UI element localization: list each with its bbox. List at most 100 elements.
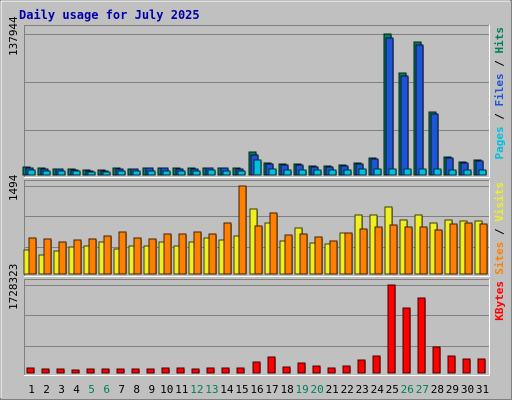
series-pages <box>27 159 487 176</box>
x-tick-label-11: 11 <box>175 383 188 396</box>
x-tick-label-20: 20 <box>310 383 323 396</box>
bar-kbytes-day-2 <box>41 368 50 374</box>
panel-3-legend: KBytes <box>493 281 506 321</box>
bar-pages-day-29 <box>448 169 457 176</box>
bar-pages-day-4 <box>72 170 81 176</box>
bar-sites-day-28 <box>434 229 443 275</box>
x-tick-label-7: 7 <box>118 383 125 396</box>
bar-sites-day-26 <box>404 226 413 275</box>
bar-sites-day-11 <box>178 233 187 275</box>
bar-files-day-27 <box>415 44 424 176</box>
bar-kbytes-day-12 <box>191 368 200 374</box>
bar-sites-day-14 <box>223 222 232 275</box>
legend-pages: Pages <box>493 126 506 159</box>
bar-pages-day-26 <box>403 168 412 176</box>
bar-kbytes-day-26 <box>402 307 411 374</box>
bar-kbytes-day-21 <box>327 367 336 374</box>
bar-kbytes-day-10 <box>161 367 170 374</box>
panel-1-ymax-label: 137944 <box>7 16 20 56</box>
series-kbytes <box>26 284 486 374</box>
bar-pages-day-6 <box>102 171 111 176</box>
legend-visits: Visits <box>493 182 506 222</box>
x-tick-label-9: 9 <box>148 383 155 396</box>
x-tick-label-22: 22 <box>341 383 354 396</box>
bar-kbytes-day-22 <box>342 365 351 374</box>
bar-sites-day-10 <box>163 233 172 275</box>
bar-kbytes-day-7 <box>116 368 125 374</box>
x-tick-label-23: 23 <box>356 383 369 396</box>
bar-kbytes-day-9 <box>146 368 155 374</box>
x-tick-label-15: 15 <box>235 383 248 396</box>
bar-pages-day-15 <box>237 170 246 176</box>
bar-files-day-25 <box>385 37 394 176</box>
bar-sites-day-8 <box>133 237 142 275</box>
x-tick-label-25: 25 <box>386 383 399 396</box>
bar-kbytes-day-25 <box>387 284 396 374</box>
bar-kbytes-day-31 <box>477 358 486 374</box>
bar-files-day-26 <box>400 75 409 176</box>
x-tick-label-5: 5 <box>88 383 95 396</box>
legend-separator: / <box>493 54 506 74</box>
bar-pages-day-30 <box>463 169 472 176</box>
x-tick-label-6: 6 <box>103 383 110 396</box>
bar-kbytes-day-15 <box>236 367 245 374</box>
bar-pages-day-31 <box>478 169 487 176</box>
x-tick-label-21: 21 <box>326 383 339 396</box>
bar-pages-day-22 <box>343 169 352 176</box>
bar-sites-day-24 <box>374 226 383 275</box>
bar-sites-day-17 <box>269 212 278 275</box>
chart-panels: 137944 Pages / Files / Hits 1494 Sites / Vi… <box>7 16 506 376</box>
x-tick-label-18: 18 <box>280 383 293 396</box>
bar-files-day-28 <box>430 113 439 176</box>
bar-sites-day-31 <box>479 223 488 275</box>
bar-pages-day-24 <box>373 168 382 176</box>
legend-hits: Hits <box>493 27 506 54</box>
bar-sites-day-23 <box>359 228 368 275</box>
bar-pages-day-7 <box>117 170 126 176</box>
panel-1-plot-area <box>24 25 490 178</box>
bar-sites-day-6 <box>103 235 112 275</box>
bar-kbytes-day-6 <box>101 368 110 374</box>
x-tick-label-24: 24 <box>371 383 385 396</box>
bar-pages-day-12 <box>192 170 201 176</box>
bar-pages-day-21 <box>328 169 337 176</box>
bar-kbytes-day-16 <box>252 361 261 374</box>
bar-kbytes-day-11 <box>176 367 185 374</box>
bar-kbytes-day-19 <box>297 362 306 374</box>
bar-sites-day-5 <box>88 238 97 275</box>
bar-kbytes-day-30 <box>462 358 471 374</box>
panel-2-legend: Sites / Visits <box>493 182 506 275</box>
bar-sites-day-30 <box>464 222 473 275</box>
bar-sites-day-15 <box>238 185 247 275</box>
x-tick-label-16: 16 <box>250 383 263 396</box>
bar-pages-day-19 <box>298 169 307 176</box>
x-tick-label-3: 3 <box>58 383 65 396</box>
bar-sites-day-21 <box>329 240 338 275</box>
x-tick-label-8: 8 <box>133 383 140 396</box>
legend-sites: Sites <box>493 242 506 275</box>
bar-pages-day-14 <box>222 170 231 176</box>
bar-pages-day-20 <box>313 169 322 176</box>
bar-pages-day-28 <box>433 168 442 176</box>
panel-3: 1728323 KBytes <box>7 264 506 376</box>
bar-sites-day-7 <box>118 231 127 275</box>
bar-sites-day-18 <box>284 234 293 275</box>
bar-pages-day-3 <box>57 170 66 176</box>
panel-3-plot-area <box>24 279 490 376</box>
bar-sites-day-20 <box>314 236 323 275</box>
bar-sites-day-16 <box>254 225 263 275</box>
x-tick-label-31: 31 <box>476 383 489 396</box>
panel-1: 137944 Pages / Files / Hits <box>7 16 506 178</box>
x-axis-tick-labels: 1 2 3 4 5 6 7 8 9 10 11 12 13 14 15 16 17 18 19 20 21 22 23 24 2… <box>28 383 489 396</box>
panel-3-ymax-label: 1728323 <box>7 264 20 310</box>
x-tick-label-17: 17 <box>265 383 278 396</box>
x-tick-label-26: 26 <box>401 383 414 396</box>
bar-kbytes-day-24 <box>372 355 381 374</box>
bar-pages-day-18 <box>283 169 292 176</box>
x-tick-label-29: 29 <box>446 383 459 396</box>
bar-kbytes-day-4 <box>71 369 80 374</box>
bar-sites-day-13 <box>208 233 217 275</box>
bar-kbytes-day-28 <box>432 346 441 374</box>
